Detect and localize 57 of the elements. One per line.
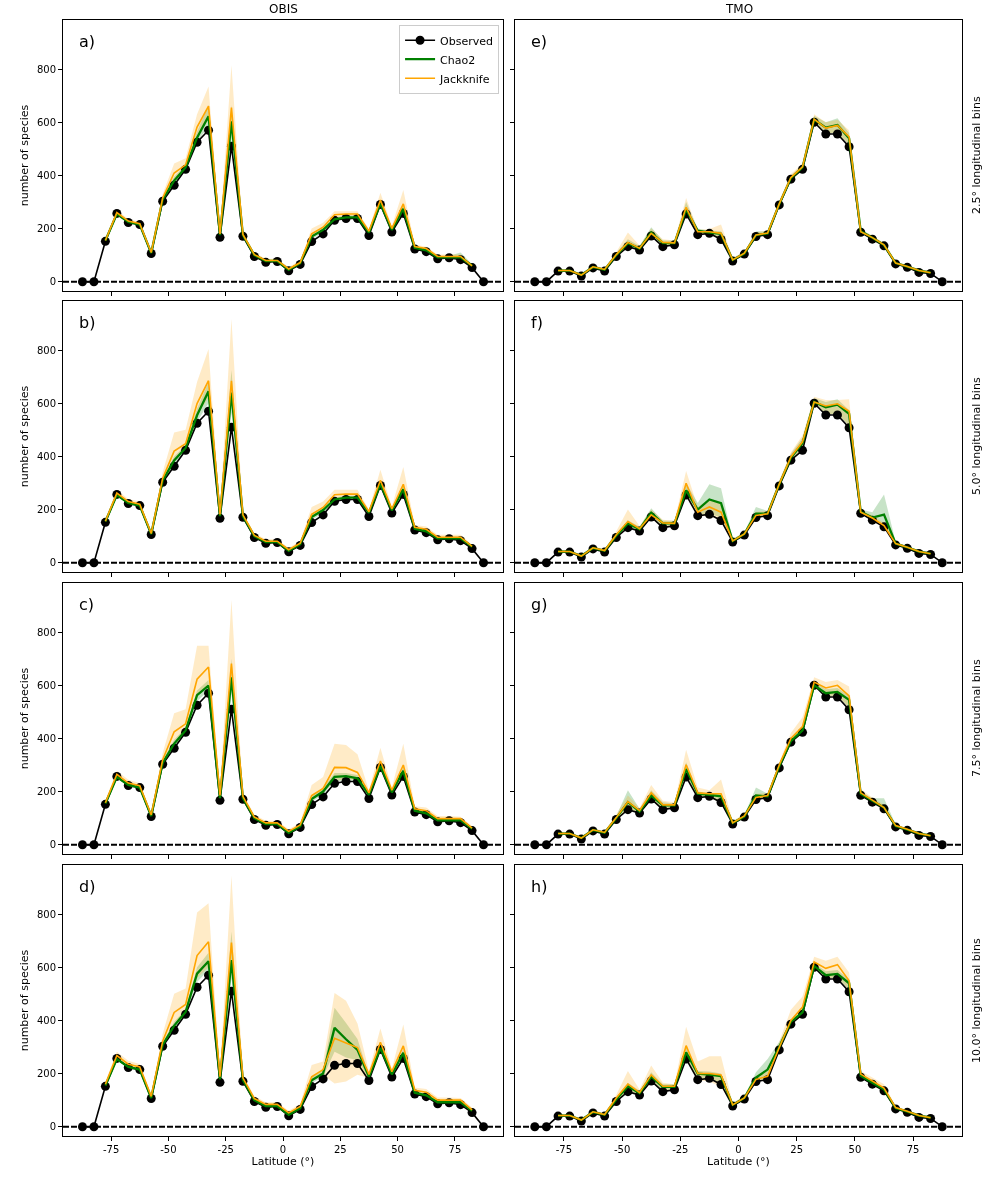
annotation: d) [79, 877, 96, 896]
y-axis-title: number of species [17, 949, 31, 1052]
x-tick-label: -25 [672, 1144, 689, 1155]
y-tick-label: 800 [36, 63, 56, 75]
x-axis-title: Latitude (°) [251, 1155, 315, 1168]
y-tick-label: 400 [36, 732, 56, 744]
y-tick-label: 200 [36, 223, 56, 235]
y-axis-title: number of species [17, 385, 31, 488]
x-tick-label: -75 [102, 1144, 120, 1155]
x-tick-label: 50 [391, 1144, 404, 1155]
y-tick-label: 600 [36, 961, 56, 973]
y-tick-label: 200 [36, 504, 56, 516]
chart-title: OBIS [269, 2, 298, 16]
text: 2.5° longitudinal bins [970, 96, 983, 214]
y-tick-label: 600 [36, 679, 56, 691]
annotation: b) [79, 313, 96, 332]
y-tick-label: 800 [36, 626, 56, 638]
text: 5.0° longitudinal bins [970, 377, 983, 495]
y-tick-label: 0 [49, 276, 56, 288]
x-tick-label: 25 [790, 1144, 804, 1155]
y-tick-label: 400 [36, 1014, 56, 1026]
y-tick-label: 200 [36, 1068, 56, 1080]
legend-label: Chao2 [440, 53, 476, 67]
x-tick-label: 75 [906, 1144, 920, 1155]
x-tick-label: -25 [217, 1144, 234, 1155]
y-tick-label: 600 [36, 116, 56, 128]
x-tick-label: 75 [448, 1144, 462, 1155]
y-tick-label: 400 [36, 169, 56, 181]
chart-title: TMO [725, 2, 754, 16]
annotation: g) [531, 595, 548, 614]
legend-label: Observed [440, 34, 493, 48]
y-tick-label: 600 [36, 397, 56, 409]
annotation: f) [531, 313, 543, 332]
x-tick-label: 0 [735, 1144, 742, 1155]
y-axis-title: number of species [17, 667, 31, 770]
y-tick-label: 0 [49, 1121, 56, 1133]
x-tick-label: 50 [848, 1144, 862, 1155]
annotation: h) [531, 877, 548, 896]
text: 7.5° longitudinal bins [970, 659, 983, 777]
x-tick-label: 25 [333, 1144, 347, 1155]
annotation: c) [79, 595, 95, 614]
text: 10.0° longitudinal bins [970, 938, 983, 1063]
y-tick-label: 800 [36, 908, 56, 920]
y-tick-label: 0 [49, 839, 56, 851]
y-axis-title: number of species [17, 104, 31, 207]
x-tick-label: -50 [160, 1144, 177, 1155]
y-tick-label: 800 [36, 344, 56, 356]
y-tick-label: 400 [36, 450, 56, 462]
legend-label: Jackknife [439, 72, 490, 86]
x-tick-label: -75 [555, 1144, 573, 1155]
y-tick-label: 0 [49, 557, 56, 569]
x-tick-label: -50 [613, 1144, 631, 1155]
x-axis-title: Latitude (°) [707, 1155, 770, 1168]
annotation: a) [79, 32, 96, 51]
y-tick-label: 200 [36, 786, 56, 798]
annotation: e) [531, 32, 548, 51]
x-tick-label: 0 [279, 1144, 287, 1155]
